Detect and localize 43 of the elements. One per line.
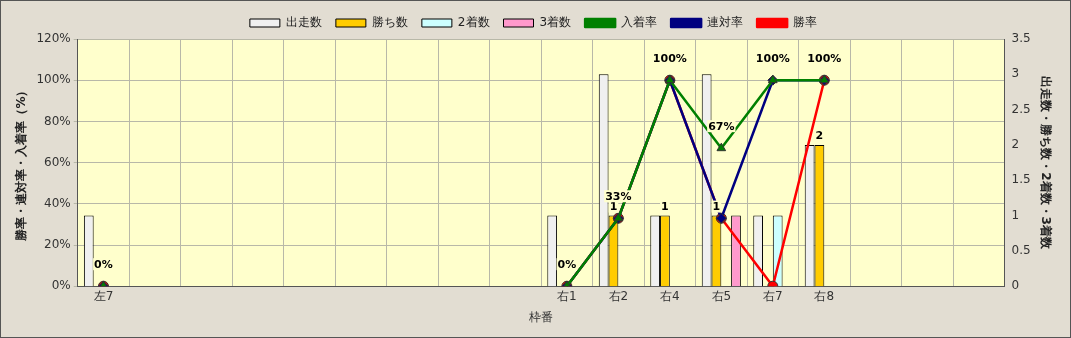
y2-tick-label: 1	[1011, 207, 1020, 222]
data-label: 100%	[807, 51, 842, 65]
x-tick-label: 右2	[608, 288, 629, 303]
y-axis-title: 勝率・連対率・入着率（%）	[14, 84, 29, 242]
y-tick-label: 60%	[44, 154, 71, 169]
data-label: 1	[661, 199, 669, 213]
x-tick-label: 右1	[557, 288, 577, 303]
legend-label: 入着率	[621, 15, 658, 30]
x-tick-label: 右5	[711, 288, 732, 303]
data-label: 1	[712, 199, 721, 213]
legend-label: 勝率	[793, 15, 818, 30]
y2-tick-label: 3	[1011, 66, 1020, 81]
data-label: 33%	[605, 189, 632, 203]
data-label: 2	[815, 129, 824, 143]
y2-tick-label: 1.5	[1011, 172, 1031, 187]
data-label: 0%	[94, 257, 113, 271]
legend-label: 3着数	[539, 15, 572, 30]
legend-label: 出走数	[285, 15, 322, 30]
y-tick-label: 120%	[36, 31, 71, 46]
y2-tick-label: 0.5	[1011, 243, 1031, 258]
y2-tick-label: 3.5	[1011, 31, 1031, 46]
data-label: 100%	[755, 51, 790, 65]
y-tick-label: 40%	[44, 195, 71, 210]
x-tick-label: 右8	[814, 288, 835, 303]
y-tick-label: 0%	[51, 278, 71, 293]
data-label: 100%	[652, 51, 687, 65]
x-tick-label: 右4	[660, 288, 680, 303]
data-label: 67%	[708, 119, 735, 133]
y2-tick-label: 2	[1011, 137, 1020, 152]
x-tick-label: 右7	[762, 288, 783, 303]
y2-axis-title: 出走数・勝ち数・2着数・3着数	[1038, 76, 1053, 250]
data-label: 0%	[557, 257, 577, 271]
legend-label: 2着数	[457, 15, 490, 30]
y2-tick-label: 2.5	[1011, 101, 1031, 116]
data-label: 1	[609, 199, 618, 213]
legend-label: 勝ち数	[371, 15, 408, 30]
y-tick-label: 80%	[44, 113, 71, 128]
legend-label: 連対率	[707, 15, 744, 30]
x-tick-label: 左7	[93, 288, 114, 303]
y2-tick-label: 0	[1011, 278, 1020, 293]
x-axis-title: 枠番	[528, 309, 554, 324]
y-tick-label: 20%	[44, 237, 71, 252]
y-tick-label: 100%	[36, 72, 71, 87]
